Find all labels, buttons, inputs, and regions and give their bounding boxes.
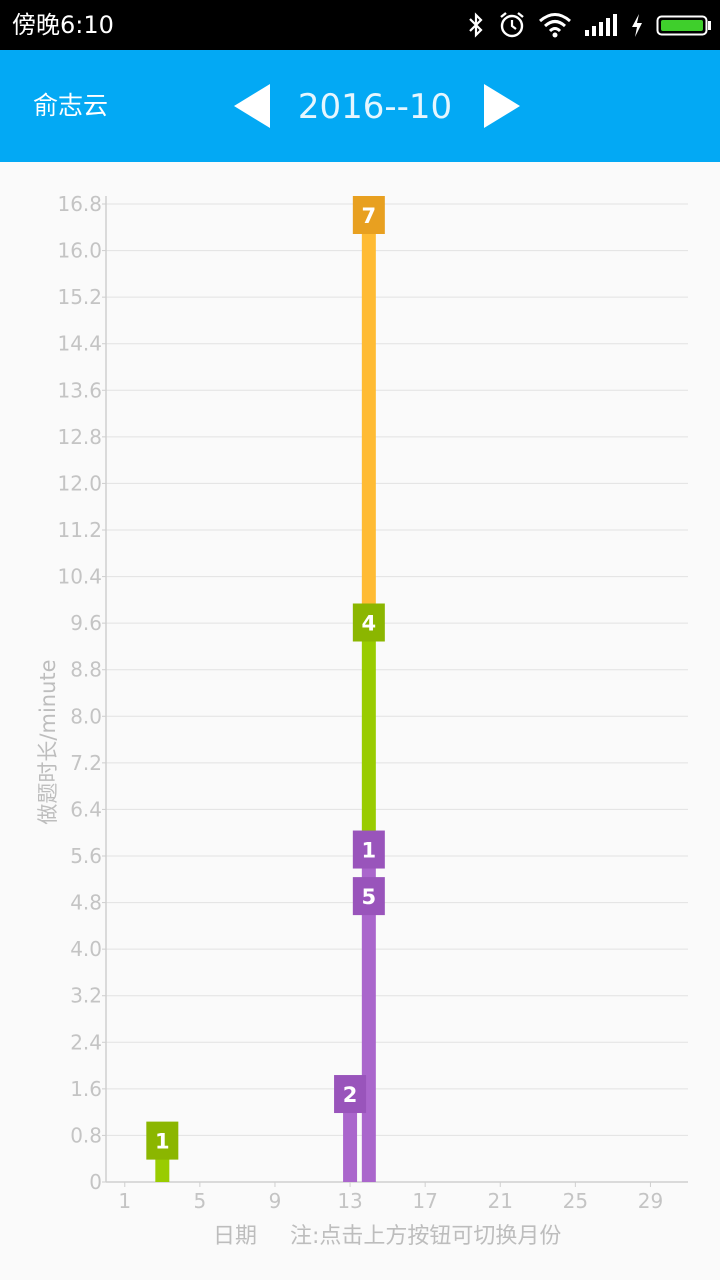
battery-icon bbox=[656, 15, 711, 36]
wifi-icon bbox=[539, 13, 571, 38]
y-tick-label: 16.0 bbox=[57, 239, 102, 263]
status-icons bbox=[466, 8, 712, 42]
x-tick-label: 17 bbox=[412, 1189, 437, 1212]
y-tick-label: 3.2 bbox=[70, 984, 102, 1008]
data-label-box bbox=[352, 196, 385, 234]
x-tick-label: 13 bbox=[337, 1189, 362, 1212]
chart-note: 注:点击上方按钮可切换月份 bbox=[290, 1224, 562, 1249]
prev-month-button[interactable] bbox=[230, 82, 274, 130]
x-tick-label: 5 bbox=[194, 1189, 207, 1212]
bar-segment bbox=[361, 611, 376, 839]
chart-area: 0 0.8 1.6 2.4 3.2 4.0 4.8 5.6 6.4 7.2 8.0 8.8 9.6 10.… bbox=[0, 162, 720, 1280]
alarm-icon bbox=[500, 12, 524, 38]
y-tick-label: 12.8 bbox=[57, 425, 102, 449]
y-tick-label: 7.2 bbox=[70, 751, 102, 775]
data-label-box bbox=[352, 877, 385, 916]
status-time: 傍晚6:10 bbox=[12, 11, 114, 39]
data-label: 1 bbox=[362, 839, 377, 863]
x-tick-label: 29 bbox=[638, 1189, 663, 1212]
y-tick-label: 13.6 bbox=[57, 378, 102, 402]
x-axis-footer: 日期 注:点击上方按钮可切换月份 bbox=[0, 1218, 720, 1249]
y-tick-label: 1.6 bbox=[70, 1077, 102, 1101]
next-month-button[interactable] bbox=[480, 82, 524, 130]
status-bar: 傍晚6:10 bbox=[0, 0, 720, 50]
y-tick-label: 0 bbox=[89, 1170, 102, 1194]
y-tick-label: 4.8 bbox=[70, 891, 102, 915]
x-tick-label: 9 bbox=[269, 1189, 282, 1212]
triangle-right-icon bbox=[484, 84, 520, 128]
data-label: 1 bbox=[155, 1130, 170, 1154]
y-tick-label: 2.4 bbox=[70, 1030, 102, 1054]
data-label-box bbox=[334, 1075, 367, 1114]
y-tick-label: 11.2 bbox=[57, 518, 102, 542]
y-tick-label: 12.0 bbox=[57, 471, 102, 495]
data-label: 4 bbox=[362, 612, 377, 636]
bluetooth-icon bbox=[469, 12, 483, 38]
y-tick-label: 6.4 bbox=[70, 797, 102, 821]
x-tick-label: 1 bbox=[118, 1189, 131, 1212]
y-tick-label: 14.4 bbox=[57, 332, 102, 356]
y-tick-label: 16.8 bbox=[57, 192, 102, 216]
triangle-left-icon bbox=[234, 84, 270, 128]
charging-icon bbox=[632, 14, 642, 37]
bar-segment bbox=[361, 204, 376, 612]
bar-chart[interactable]: 0 0.8 1.6 2.4 3.2 4.0 4.8 5.6 6.4 7.2 8.0 8.8 9.6 10.… bbox=[0, 162, 720, 1212]
app-title: 俞志云 bbox=[33, 91, 109, 120]
header: 俞志云 2016--10 bbox=[0, 50, 720, 162]
y-tick-label: 0.8 bbox=[70, 1123, 102, 1147]
y-axis-label: 做题时长/minute bbox=[36, 659, 60, 825]
data-label-box bbox=[352, 603, 385, 642]
y-tick-label: 8.0 bbox=[70, 704, 102, 728]
data-label-box bbox=[352, 830, 385, 869]
data-label-box bbox=[146, 1121, 179, 1160]
x-axis-label: 日期 bbox=[213, 1224, 258, 1249]
x-tick-label: 21 bbox=[488, 1189, 513, 1212]
signal-icon bbox=[585, 14, 617, 36]
data-label: 2 bbox=[343, 1083, 358, 1107]
y-tick-label: 8.8 bbox=[70, 658, 102, 682]
y-tick-label: 15.2 bbox=[57, 285, 102, 309]
y-tick-label: 10.4 bbox=[57, 565, 102, 589]
data-label: 5 bbox=[362, 885, 377, 909]
y-tick-label: 9.6 bbox=[70, 611, 102, 635]
x-tick-label: 25 bbox=[563, 1189, 588, 1212]
y-tick-label: 5.6 bbox=[70, 844, 102, 868]
month-label: 2016--10 bbox=[297, 87, 453, 127]
data-label: 7 bbox=[362, 204, 377, 228]
y-tick-label: 4.0 bbox=[70, 937, 102, 961]
bar-segment bbox=[361, 885, 376, 1182]
